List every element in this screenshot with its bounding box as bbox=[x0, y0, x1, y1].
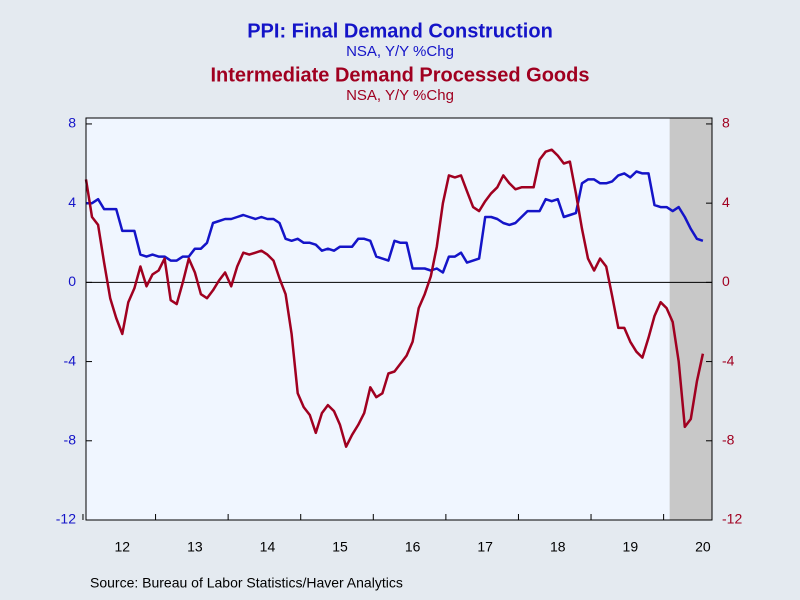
y-tick-label: 4 bbox=[68, 194, 76, 210]
source: Source: Bureau of Labor Statistics/Haver… bbox=[90, 575, 403, 591]
x-tick-label: 13 bbox=[187, 539, 203, 555]
x-tick-label: 18 bbox=[550, 539, 566, 555]
shaded-region bbox=[669, 118, 712, 520]
x-tick-label: 20 bbox=[695, 539, 711, 555]
chart-title: Intermediate Demand Processed Goods bbox=[210, 64, 589, 86]
y2-tick-label: -12 bbox=[722, 511, 742, 527]
y2-tick-label: -8 bbox=[722, 431, 735, 447]
series-line bbox=[86, 170, 704, 274]
y-tick-label: 0 bbox=[68, 273, 76, 289]
plot-border bbox=[85, 117, 713, 521]
x-tick-label: 17 bbox=[477, 539, 493, 555]
y-tick-label: 8 bbox=[68, 115, 76, 131]
y-tick-label: -4 bbox=[64, 352, 77, 368]
y-tick-label: -8 bbox=[64, 431, 77, 447]
y2-tick-label: 0 bbox=[722, 273, 730, 289]
plot-area bbox=[86, 118, 712, 520]
series-line bbox=[84, 148, 705, 448]
chart-title: NSA, Y/Y %Chg bbox=[346, 43, 454, 60]
y2-tick-label: -4 bbox=[722, 352, 735, 368]
x-tick-label: 16 bbox=[405, 539, 421, 555]
x-tick-label: 19 bbox=[623, 539, 639, 555]
x-tick-label: 14 bbox=[260, 539, 276, 555]
y-tick-label: -12 bbox=[56, 511, 76, 527]
chart-title: PPI: Final Demand Construction bbox=[247, 20, 553, 42]
y2-tick-label: 8 bbox=[722, 115, 730, 131]
y2-tick-label: 4 bbox=[722, 194, 730, 210]
x-tick-label: 15 bbox=[332, 539, 348, 555]
chart-title: NSA, Y/Y %Chg bbox=[346, 87, 454, 104]
x-tick-label: 12 bbox=[115, 539, 131, 555]
